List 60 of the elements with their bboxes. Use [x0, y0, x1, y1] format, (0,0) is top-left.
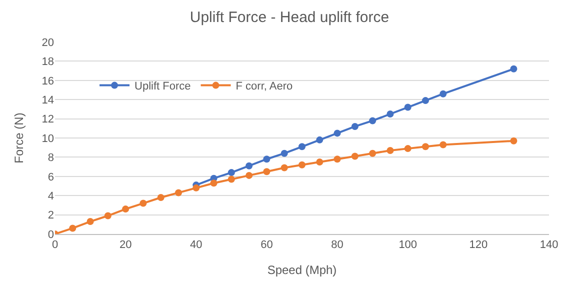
y-tick-label: 0: [48, 228, 54, 241]
point: [351, 152, 358, 160]
point: [334, 130, 341, 137]
point: [157, 194, 164, 202]
x-tick-label: 60: [260, 239, 273, 252]
x-tick-label: 140: [540, 239, 558, 252]
x-tick-label: 120: [469, 239, 488, 252]
y-tick-label: 4: [48, 190, 54, 202]
chart-title: Uplift Force - Head uplift force: [190, 8, 390, 26]
y-tick-label: 8: [48, 152, 54, 164]
point: [404, 104, 412, 111]
point: [440, 90, 447, 98]
y-tick-label: 12: [42, 114, 54, 126]
point: [86, 218, 94, 226]
point: [246, 162, 253, 170]
point: [140, 200, 147, 207]
y-tick-label: 20: [42, 36, 54, 49]
point: [192, 184, 200, 192]
y-axis-title: Force (N): [12, 112, 26, 164]
point: [228, 169, 235, 176]
point: [263, 156, 270, 163]
y-tick-label: 2: [48, 210, 54, 222]
point: [316, 136, 324, 144]
y-tick-label: 10: [42, 132, 54, 145]
point: [334, 156, 341, 163]
point: [298, 161, 306, 168]
legend-label: F corr, Aero: [236, 80, 293, 93]
x-tick-label: 100: [398, 239, 418, 252]
point: [386, 146, 394, 154]
point: [69, 224, 76, 232]
point: [263, 168, 270, 176]
y-tick-label: 16: [42, 75, 54, 88]
point: [122, 206, 130, 213]
point: [210, 180, 218, 187]
point: [440, 141, 447, 148]
point: [228, 176, 235, 183]
point: [404, 145, 412, 152]
x-axis-title: Speed (Mph): [267, 263, 337, 278]
point: [351, 122, 358, 130]
x-tick-label: 80: [331, 239, 344, 252]
point: [298, 143, 306, 150]
y-tick-label: 6: [48, 171, 54, 184]
point: [175, 189, 182, 196]
point: [369, 117, 376, 124]
point: [280, 164, 288, 172]
point: [316, 158, 324, 166]
point: [386, 110, 394, 118]
point: [422, 97, 429, 104]
point: [510, 65, 518, 72]
y-tick-label: 18: [42, 56, 54, 68]
x-tick-label: 40: [190, 239, 202, 252]
point: [246, 172, 253, 179]
point: [280, 150, 288, 157]
x-tick-label: 20: [119, 239, 132, 252]
point: [369, 150, 376, 157]
point: [510, 137, 518, 144]
y-tick-label: 14: [42, 94, 54, 106]
legend-label: Uplift Force: [134, 80, 191, 93]
point: [422, 143, 429, 150]
point: [104, 212, 112, 220]
